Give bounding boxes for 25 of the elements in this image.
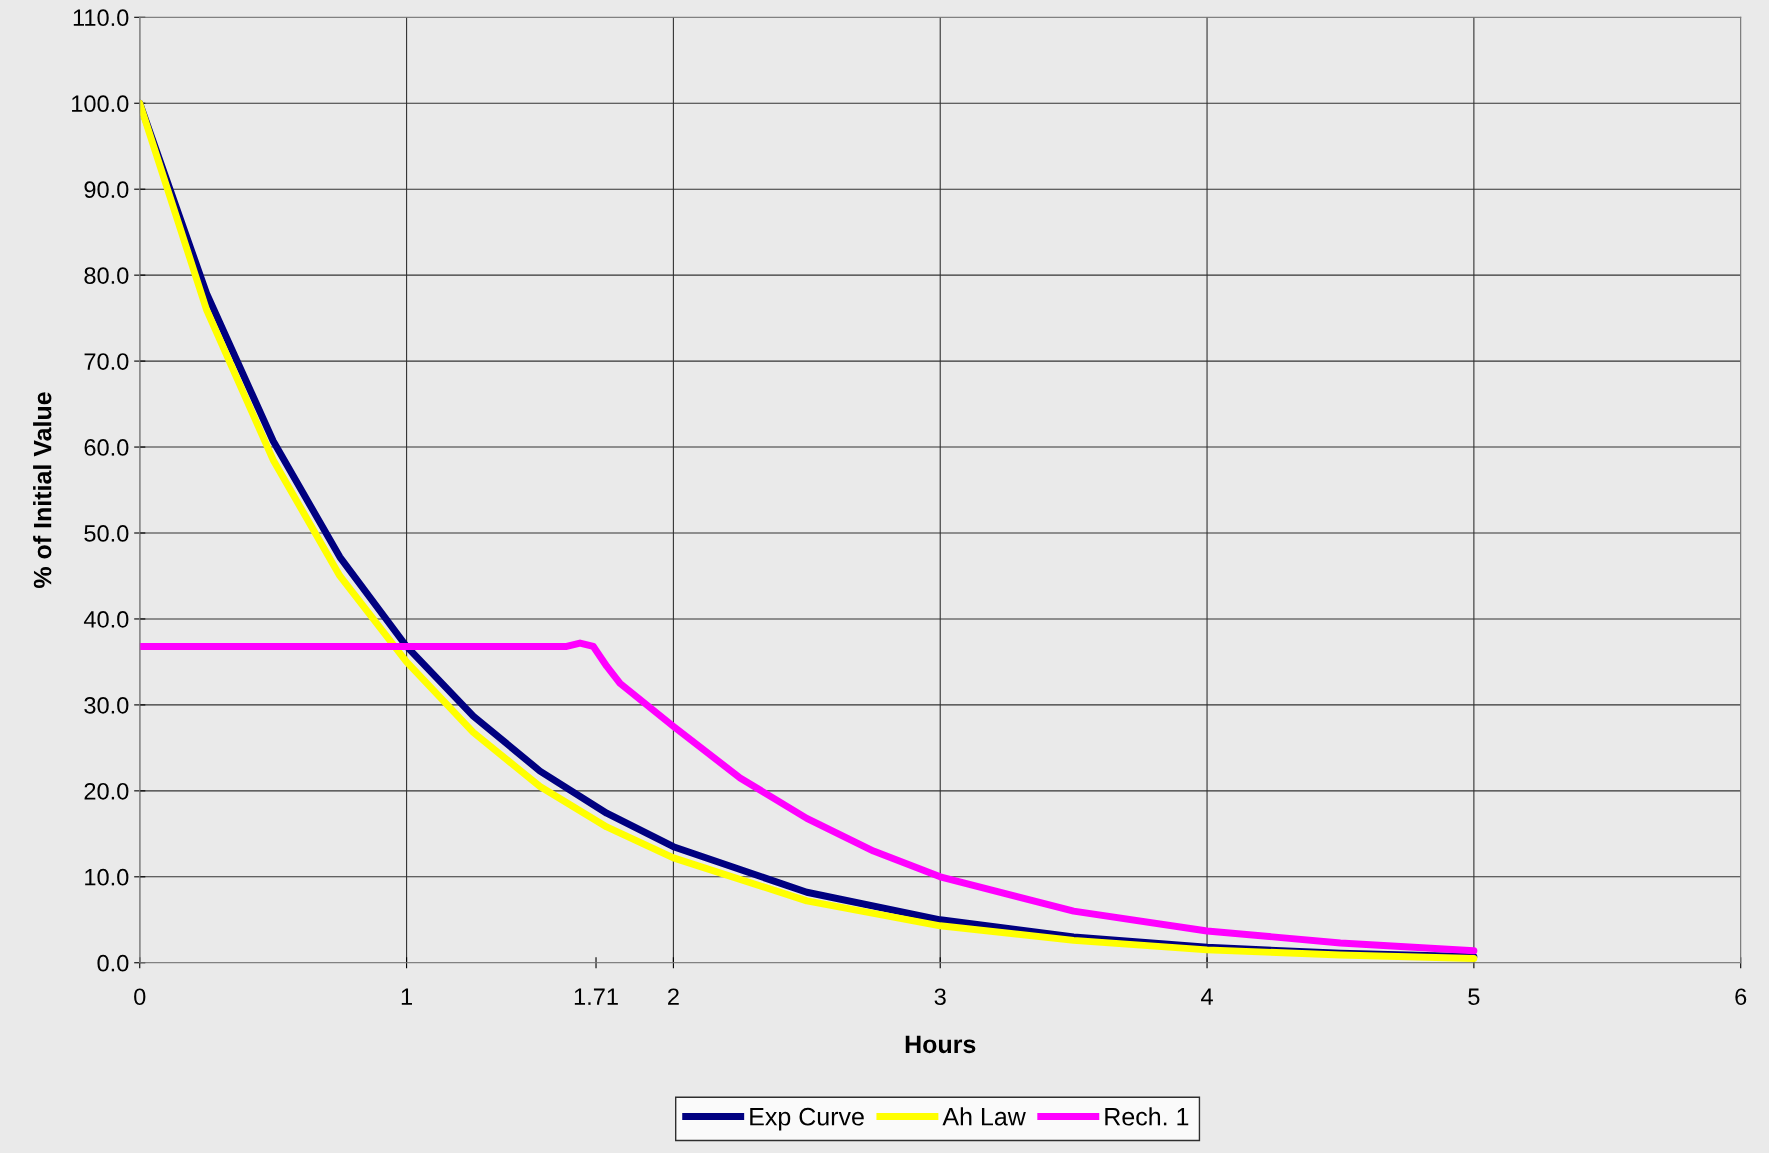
y-tick-label: 10.0 bbox=[85, 868, 129, 886]
y-tick-label: 70.0 bbox=[84, 353, 129, 370]
y-tick-label: 90.0 bbox=[84, 181, 129, 198]
x-tick-label: 1 bbox=[401, 988, 412, 1005]
legend-label: Rech. 1 bbox=[1105, 1107, 1189, 1126]
y-tick-label: 30.0 bbox=[84, 696, 129, 714]
x-tick-label: 3 bbox=[934, 988, 946, 1006]
y-axis-title: % of Initial Value bbox=[33, 392, 52, 589]
x-tick-label: 2 bbox=[668, 988, 679, 1005]
legend-label: Exp Curve bbox=[750, 1107, 864, 1131]
y-tick-label: 80.0 bbox=[84, 267, 129, 284]
x-axis-title: Hours bbox=[905, 1035, 976, 1054]
x-tick-label: 0 bbox=[134, 988, 146, 1006]
y-tick-label: 50.0 bbox=[84, 525, 129, 542]
y-tick-label: 40.0 bbox=[83, 611, 129, 628]
y-tick-label: 100.0 bbox=[72, 95, 129, 113]
y-tick-label: 20.0 bbox=[84, 782, 129, 800]
y-tick-label: 110.0 bbox=[73, 9, 129, 27]
legend-label: Ah Law bbox=[942, 1107, 1026, 1126]
y-tick-label: 60.0 bbox=[84, 439, 129, 456]
x-tick-label: 4 bbox=[1201, 988, 1213, 1005]
x-tick-label: 5 bbox=[1468, 988, 1480, 1006]
x-tick-label: 1.71 bbox=[574, 988, 618, 1005]
x-tick-label: 6 bbox=[1735, 988, 1747, 1006]
y-tick-label: 0.0 bbox=[97, 954, 129, 972]
